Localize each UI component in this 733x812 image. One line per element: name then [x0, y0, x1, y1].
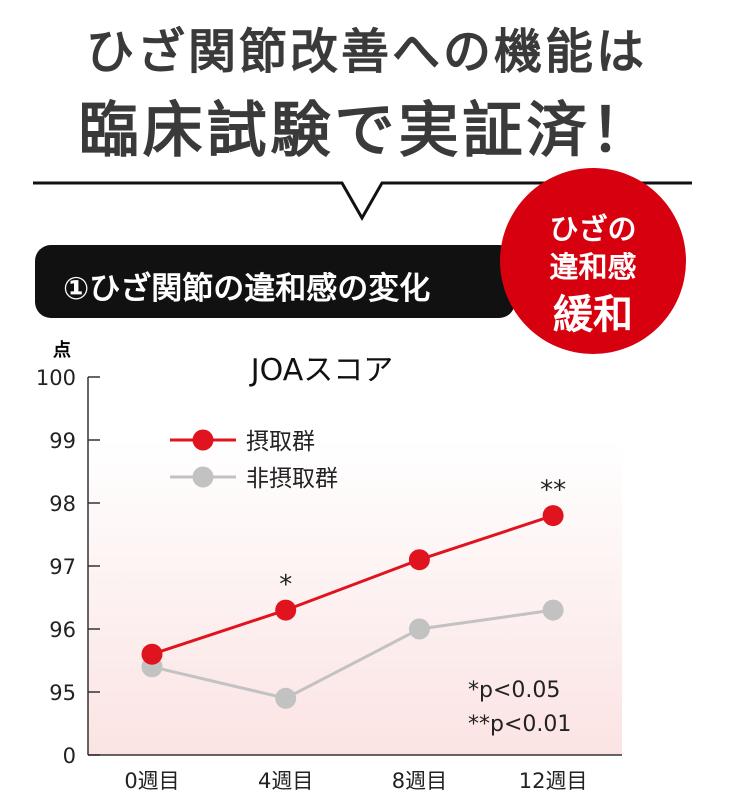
- divider-line: [33, 181, 692, 222]
- data-point: [542, 599, 564, 621]
- data-point: [275, 599, 297, 621]
- significance-mark: **: [540, 476, 566, 506]
- y-axis-unit: 点: [53, 339, 71, 361]
- headline-line2: 臨床試験で実証済！: [78, 96, 655, 166]
- plot-background: [88, 440, 622, 755]
- y-tick-label: 97: [49, 555, 76, 579]
- p-value-note: *p<0.05: [468, 678, 560, 703]
- data-point: [408, 549, 430, 571]
- badge-line2: 違和感: [549, 250, 637, 284]
- series-line-0: [151, 514, 554, 656]
- series-line-1: [151, 608, 554, 700]
- chart-title: JOAスコア: [249, 353, 393, 388]
- x-tick-label: 12週目: [519, 769, 588, 793]
- significance-mark: *: [279, 570, 292, 600]
- y-tick-label: 99: [49, 429, 76, 453]
- section-title: ①ひざ関節の違和感の変化: [63, 271, 431, 307]
- p-value-note: **p<0.01: [468, 712, 571, 737]
- legend-marker: [192, 466, 214, 488]
- x-tick-label: 0週目: [124, 769, 179, 793]
- y-tick-label: 96: [49, 618, 76, 642]
- section-banner: ①ひざ関節の違和感の変化: [35, 245, 515, 318]
- y-tick-label: 95: [49, 681, 76, 705]
- legend-label: 非摂取群: [246, 466, 338, 492]
- data-point: [275, 687, 297, 709]
- legend-marker: [192, 429, 214, 451]
- y-tick-label: 100: [36, 366, 76, 390]
- x-tick-label: 4週目: [258, 769, 313, 793]
- y-tick-label: 0: [63, 744, 76, 768]
- x-tick-label: 8週目: [392, 769, 447, 793]
- data-point: [408, 618, 430, 640]
- badge-line1: ひざの: [549, 212, 637, 246]
- relief-badge: ひざの 違和感 緩和: [500, 168, 686, 354]
- data-point: [141, 643, 163, 665]
- y-tick-label: 98: [49, 492, 76, 516]
- badge-line3: 緩和: [553, 292, 633, 338]
- headline-line1: ひざ関節改善への機能は: [85, 24, 647, 80]
- legend-label: 摂取群: [246, 429, 315, 455]
- data-point: [542, 505, 564, 527]
